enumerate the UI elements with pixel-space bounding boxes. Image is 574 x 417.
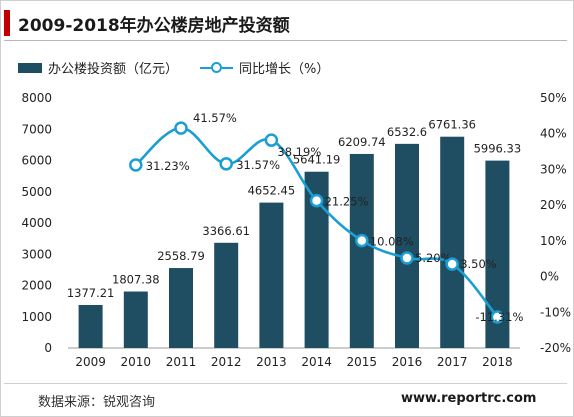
bar [123,291,148,348]
y-left-tick-label: 0 [44,341,52,355]
x-tick-label: 2009 [75,355,106,369]
growth-marker [355,233,369,248]
growth-marker [219,157,233,171]
y-left-tick-label: 4000 [21,216,52,230]
x-tick-label: 2018 [482,355,513,369]
bar [169,268,193,348]
growth-value-label: 5.20% [415,251,452,265]
growth-marker [129,158,143,172]
footer-divider [4,383,567,384]
x-tick-label: 2012 [211,355,242,369]
y-left-tick-label: 7000 [21,122,52,136]
bar [440,136,465,348]
y-right-tick-label: 10% [540,234,567,248]
growth-marker [400,251,414,265]
y-right-tick-label: 50% [540,91,567,105]
title-accent-bar [4,10,10,36]
y-right-tick-label: -20% [540,341,571,355]
growth-value-label: 38.19% [277,145,321,159]
website-label: www.reportrc.com [401,391,537,406]
bar-value-label: 6532.6 [387,125,427,139]
bar-value-label: 6209.74 [338,135,386,149]
growth-value-label: 3.50% [460,257,497,271]
bar [395,143,419,348]
x-tick-label: 2015 [347,355,378,369]
legend: 办公楼投资额（亿元） 同比增长（%） [18,58,329,77]
growth-value-label: 31.23% [146,159,190,173]
chart-title: 2009-2018年办公楼房地产投资额 [18,16,290,36]
y-left-tick-label: 8000 [21,91,52,105]
bar-value-label: 1807.38 [112,273,160,287]
growth-marker [490,310,505,324]
growth-marker [309,193,324,208]
growth-value-label: 31.57% [236,158,280,172]
bar [259,202,284,348]
growth-marker [264,133,279,147]
y-left-tick-label: 6000 [21,154,52,168]
growth-value-label: 10.08% [370,235,414,249]
growth-marker [445,257,459,271]
source-note: 数据来源：锐观咨询 [38,395,156,410]
growth-value-label: 21.25% [325,195,369,209]
y-left-tick-label: 1000 [21,310,52,324]
growth-marker [174,121,188,135]
growth-value-label: 41.57% [193,111,237,125]
y-right-tick-label: 20% [540,198,567,212]
x-tick-label: 2017 [437,355,468,369]
bar [349,153,374,348]
title-divider [4,40,567,41]
x-tick-label: 2010 [121,355,152,369]
x-tick-label: 2014 [301,355,332,369]
y-right-tick-label: 40% [540,127,567,141]
y-left-tick-label: 3000 [21,247,52,261]
x-tick-label: 2011 [166,355,197,369]
bar [214,242,239,348]
legend-line-swatch [200,62,234,73]
legend-bar-swatch [18,62,42,73]
y-right-tick-label: 30% [540,162,567,176]
legend-bar-label: 办公楼投资额（亿元） [48,62,179,77]
legend-line-label: 同比增长（%） [239,62,330,77]
bar-value-label: 1377.21 [67,286,115,300]
y-left-tick-label: 5000 [21,185,52,199]
x-tick-label: 2016 [392,355,423,369]
bar-value-label: 6761.36 [428,118,476,132]
bar-value-label: 3366.61 [202,224,250,238]
y-right-tick-label: -10% [540,305,571,319]
growth-value-label: -11.31% [475,310,523,324]
bar-value-label: 4652.45 [248,184,296,198]
bar-value-label: 5641.19 [293,153,341,167]
x-tick-label: 2013 [256,355,287,369]
y-left-tick-label: 2000 [21,279,52,293]
y-right-tick-label: 0% [540,270,559,284]
bar-value-label: 5996.33 [474,142,522,156]
bar-value-label: 2558.79 [157,249,205,263]
bar [78,304,103,348]
